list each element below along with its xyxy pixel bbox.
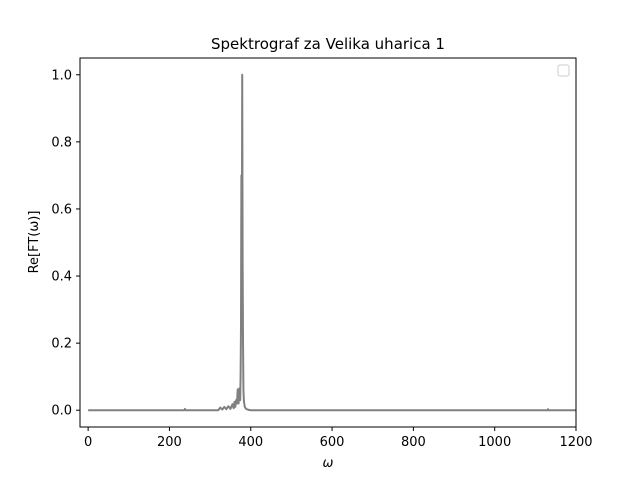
- x-tick-label: 400: [238, 435, 263, 450]
- y-tick-label: 0.6: [51, 202, 72, 217]
- y-axis-label: Re[FT(ω)]: [27, 211, 42, 274]
- x-tick-label: 1000: [478, 435, 511, 450]
- y-tick-label: 0.4: [51, 270, 72, 285]
- legend: [557, 64, 570, 77]
- chart-title: Spektrograf za Velika uharica 1: [211, 35, 445, 53]
- x-tick-label: 600: [320, 435, 345, 450]
- x-axis: 0 200 400 600 800 1000 1200: [84, 427, 593, 450]
- x-tick-label: 0: [84, 435, 92, 450]
- plot-area: [88, 73, 576, 412]
- y-tick-label: 0.8: [51, 135, 72, 150]
- y-tick-label: 0.0: [51, 404, 72, 419]
- x-tick-label: 800: [401, 435, 426, 450]
- x-tick-label: 200: [157, 435, 182, 450]
- series-line-0: [88, 73, 576, 412]
- plot-frame: [79, 57, 577, 428]
- y-tick-label: 0.2: [51, 337, 72, 352]
- x-axis-label: ω: [323, 456, 334, 471]
- legend-box: [557, 64, 570, 77]
- y-tick-label: 1.0: [51, 68, 72, 83]
- y-axis: 0.0 0.2 0.4 0.6 0.8 1.0: [51, 68, 80, 419]
- x-tick-label: 1200: [559, 435, 592, 450]
